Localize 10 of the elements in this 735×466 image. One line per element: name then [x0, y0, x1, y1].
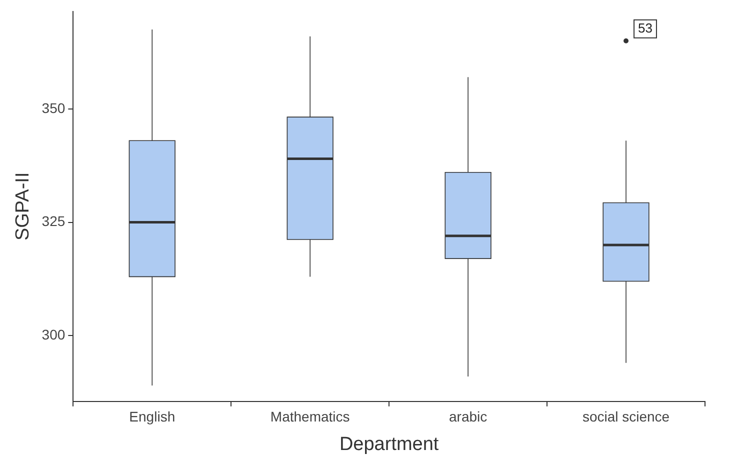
- y-tick-label: 325: [42, 213, 66, 230]
- y-axis-title: SGPA-II: [12, 172, 34, 241]
- y-tick-label: 350: [42, 100, 66, 116]
- x-tick-label: arabic: [448, 408, 488, 425]
- x-tick-label: Mathematics: [270, 408, 350, 425]
- x-axis-title: Department: [339, 434, 440, 455]
- x-tick-label: social science: [582, 408, 670, 425]
- y-tick-label: 300: [42, 326, 66, 343]
- annotation: 53: [638, 20, 652, 36]
- x-tick-label: English: [129, 408, 176, 425]
